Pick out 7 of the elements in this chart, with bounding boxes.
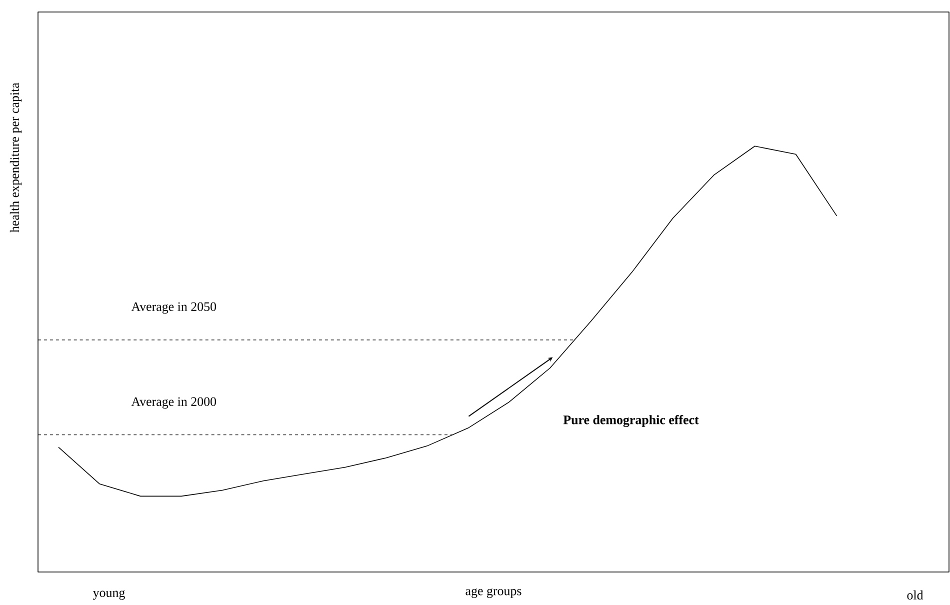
- y-axis-title: health expenditure per capita: [10, 82, 22, 232]
- text: old: [907, 590, 924, 600]
- text: young: [92, 590, 125, 600]
- ref-line-label: Average in 2000: [131, 397, 216, 409]
- annotation: Pure demographic effect: [563, 414, 699, 427]
- x-axis-title: age groups: [466, 588, 522, 598]
- ref-line-label: Average in 2050: [131, 302, 216, 314]
